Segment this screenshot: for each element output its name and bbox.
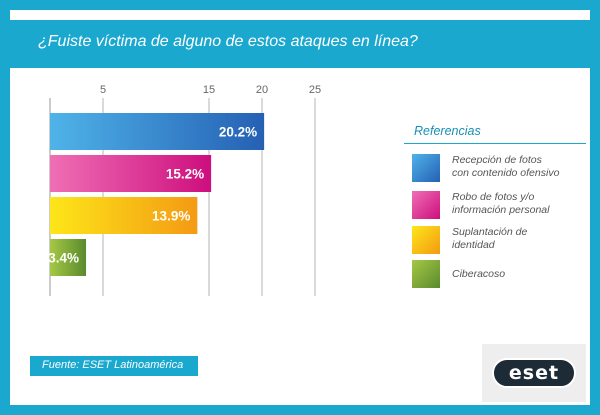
legend-swatch-pink [412, 191, 440, 219]
legend-label-line: Suplantación de [452, 226, 528, 238]
legend-label: Suplantación de identidad [452, 226, 592, 252]
x-tick-label: 20 [256, 84, 268, 96]
chart-panel: ¿Fuiste víctima de alguno de estos ataqu… [10, 10, 590, 405]
legend-swatch-blue [412, 154, 440, 182]
legend-item-ciberacoso: Ciberacoso [412, 260, 592, 290]
bar [50, 197, 198, 234]
legend-label-line: con contenido ofensivo [452, 167, 560, 179]
bar [50, 113, 265, 150]
bar [50, 239, 87, 276]
legend-label-line: información personal [452, 204, 550, 216]
legend-label: Ciberacoso [452, 268, 592, 281]
title-banner: ¿Fuiste víctima de alguno de estos ataqu… [10, 20, 590, 68]
x-tick-label: 25 [309, 84, 321, 96]
source-text: Fuente: ESET Latinoamérica [42, 359, 184, 371]
legend-label: Robo de fotos y/o información personal [452, 191, 592, 217]
legend-label-line: Robo de fotos y/o [452, 191, 535, 203]
x-tick-label: 5 [100, 84, 106, 96]
legend-item-robo-fotos: Robo de fotos y/o información personal [412, 191, 592, 221]
logo-text: eset [508, 362, 560, 384]
bar-value-label: 13.9% [152, 209, 190, 224]
legend-title: Referencias [414, 124, 481, 138]
legend-label-line: Recepción de fotos [452, 154, 542, 166]
bar-value-label: 15.2% [166, 167, 204, 182]
eset-logo: eset [482, 344, 586, 402]
legend-item-fotos-ofensivas: Recepción de fotos con contenido ofensiv… [412, 154, 592, 184]
legend-label-line: identidad [452, 239, 495, 251]
legend-item-suplantacion: Suplantación de identidad [412, 226, 592, 256]
legend-divider [404, 143, 586, 144]
legend-swatch-green [412, 260, 440, 288]
source-banner: Fuente: ESET Latinoamérica [30, 356, 198, 376]
legend-label-line: Ciberacoso [452, 268, 506, 280]
bar-chart: 5 15 20 25 20.2% 15.2% 13.9% 3.4% [48, 84, 321, 296]
legend-swatch-yellow [412, 226, 440, 254]
chart-title: ¿Fuiste víctima de alguno de estos ataqu… [38, 33, 418, 50]
bar-value-label: 20.2% [219, 125, 257, 140]
x-tick-label: 15 [203, 84, 215, 96]
legend-label: Recepción de fotos con contenido ofensiv… [452, 154, 592, 180]
logo-badge: eset [492, 358, 576, 388]
bar-value-label: 3.4% [48, 251, 79, 266]
bar [50, 155, 212, 192]
